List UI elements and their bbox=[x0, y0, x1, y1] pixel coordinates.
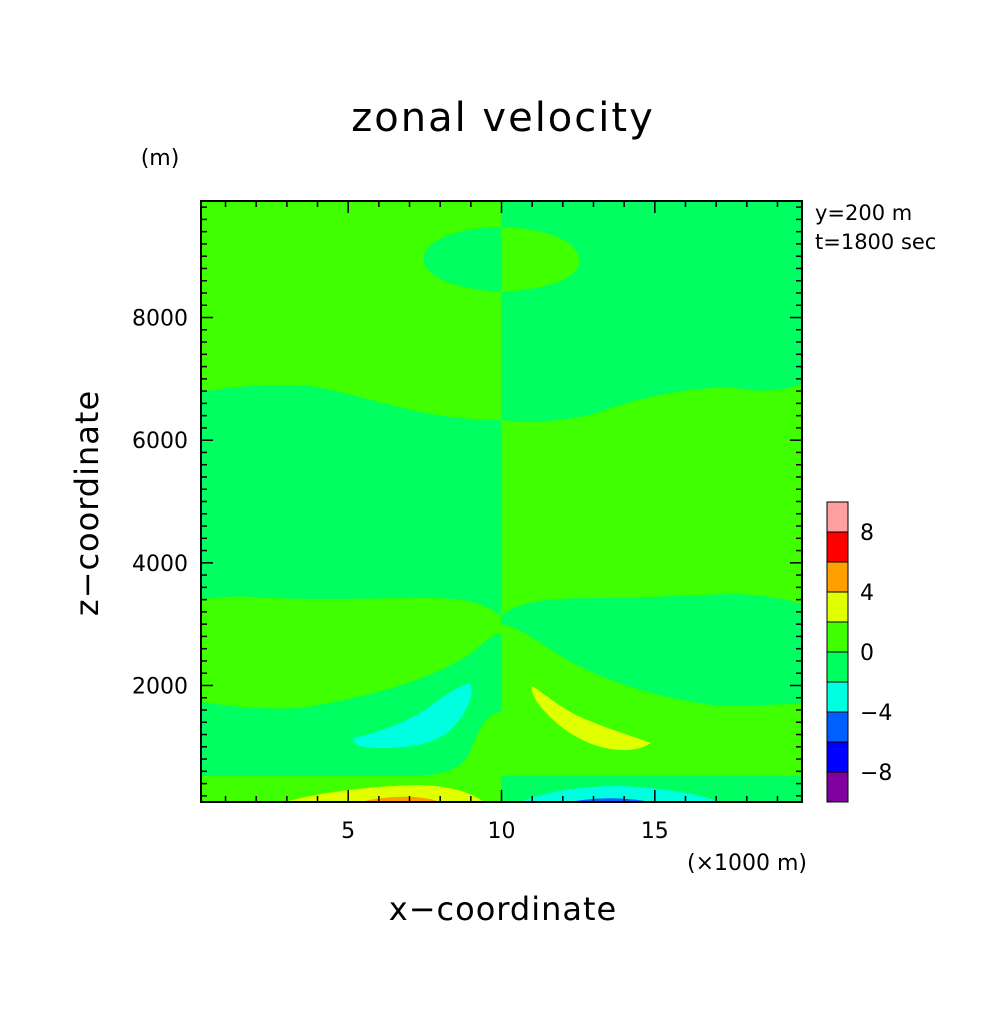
colorbar-swatch bbox=[826, 741, 849, 773]
contour-surface-band-left bbox=[285, 785, 484, 802]
y-tick-label: 2000 bbox=[132, 674, 188, 699]
y-axis: 2000 4000 6000 8000 bbox=[132, 206, 802, 797]
annotation-y-position: y=200 m bbox=[815, 201, 912, 225]
y-unit-label: (m) bbox=[141, 146, 180, 171]
colorbar-swatch bbox=[826, 531, 849, 563]
x-axis-title: x−coordinate bbox=[389, 890, 617, 928]
colorbar-tick-label: 4 bbox=[860, 581, 874, 606]
contour-middle-band-left bbox=[201, 385, 501, 616]
contour-top-oval-left bbox=[423, 227, 501, 292]
y-tick-label: 6000 bbox=[132, 429, 188, 454]
contour-surface-band-right bbox=[520, 786, 720, 802]
colorbar-swatch bbox=[826, 771, 849, 803]
y-axis-title: z−coordinate bbox=[68, 390, 106, 616]
y-tick-label: 4000 bbox=[132, 552, 188, 577]
colorbar-swatch bbox=[826, 711, 849, 743]
colorbar-swatch bbox=[826, 561, 849, 593]
colorbar: −8 −4 0 4 8 bbox=[826, 501, 892, 803]
colorbar-tick-label: 0 bbox=[860, 641, 874, 666]
contour-surface-core-left bbox=[360, 796, 440, 802]
y-tick-label: 8000 bbox=[132, 307, 188, 332]
colorbar-swatch bbox=[826, 681, 849, 713]
colorbar-swatch bbox=[826, 591, 849, 623]
x-unit-label: (×1000 m) bbox=[687, 851, 807, 876]
contour-field bbox=[201, 201, 802, 802]
annotation-time: t=1800 sec bbox=[815, 230, 936, 254]
colorbar-swatch bbox=[826, 651, 849, 683]
x-tick-label: 10 bbox=[488, 819, 516, 844]
colorbar-tick-label: −8 bbox=[860, 761, 892, 786]
x-tick-label: 5 bbox=[341, 819, 355, 844]
contour-negative-lobe-left bbox=[353, 683, 472, 748]
colorbar-tick-label: −4 bbox=[860, 701, 892, 726]
colorbar-swatch bbox=[826, 501, 849, 533]
chart-title: zonal velocity bbox=[351, 95, 655, 141]
contour-positive-lobe-right bbox=[531, 686, 651, 751]
colorbar-tick-label: 8 bbox=[860, 521, 874, 546]
colorbar-swatch bbox=[826, 621, 849, 653]
contour-top-oval-right bbox=[501, 227, 580, 292]
x-tick-label: 15 bbox=[641, 819, 669, 844]
x-axis: 5 10 15 bbox=[224, 201, 779, 844]
contour-lower-band-right bbox=[501, 624, 802, 776]
contour-middle-band-right bbox=[501, 384, 802, 616]
